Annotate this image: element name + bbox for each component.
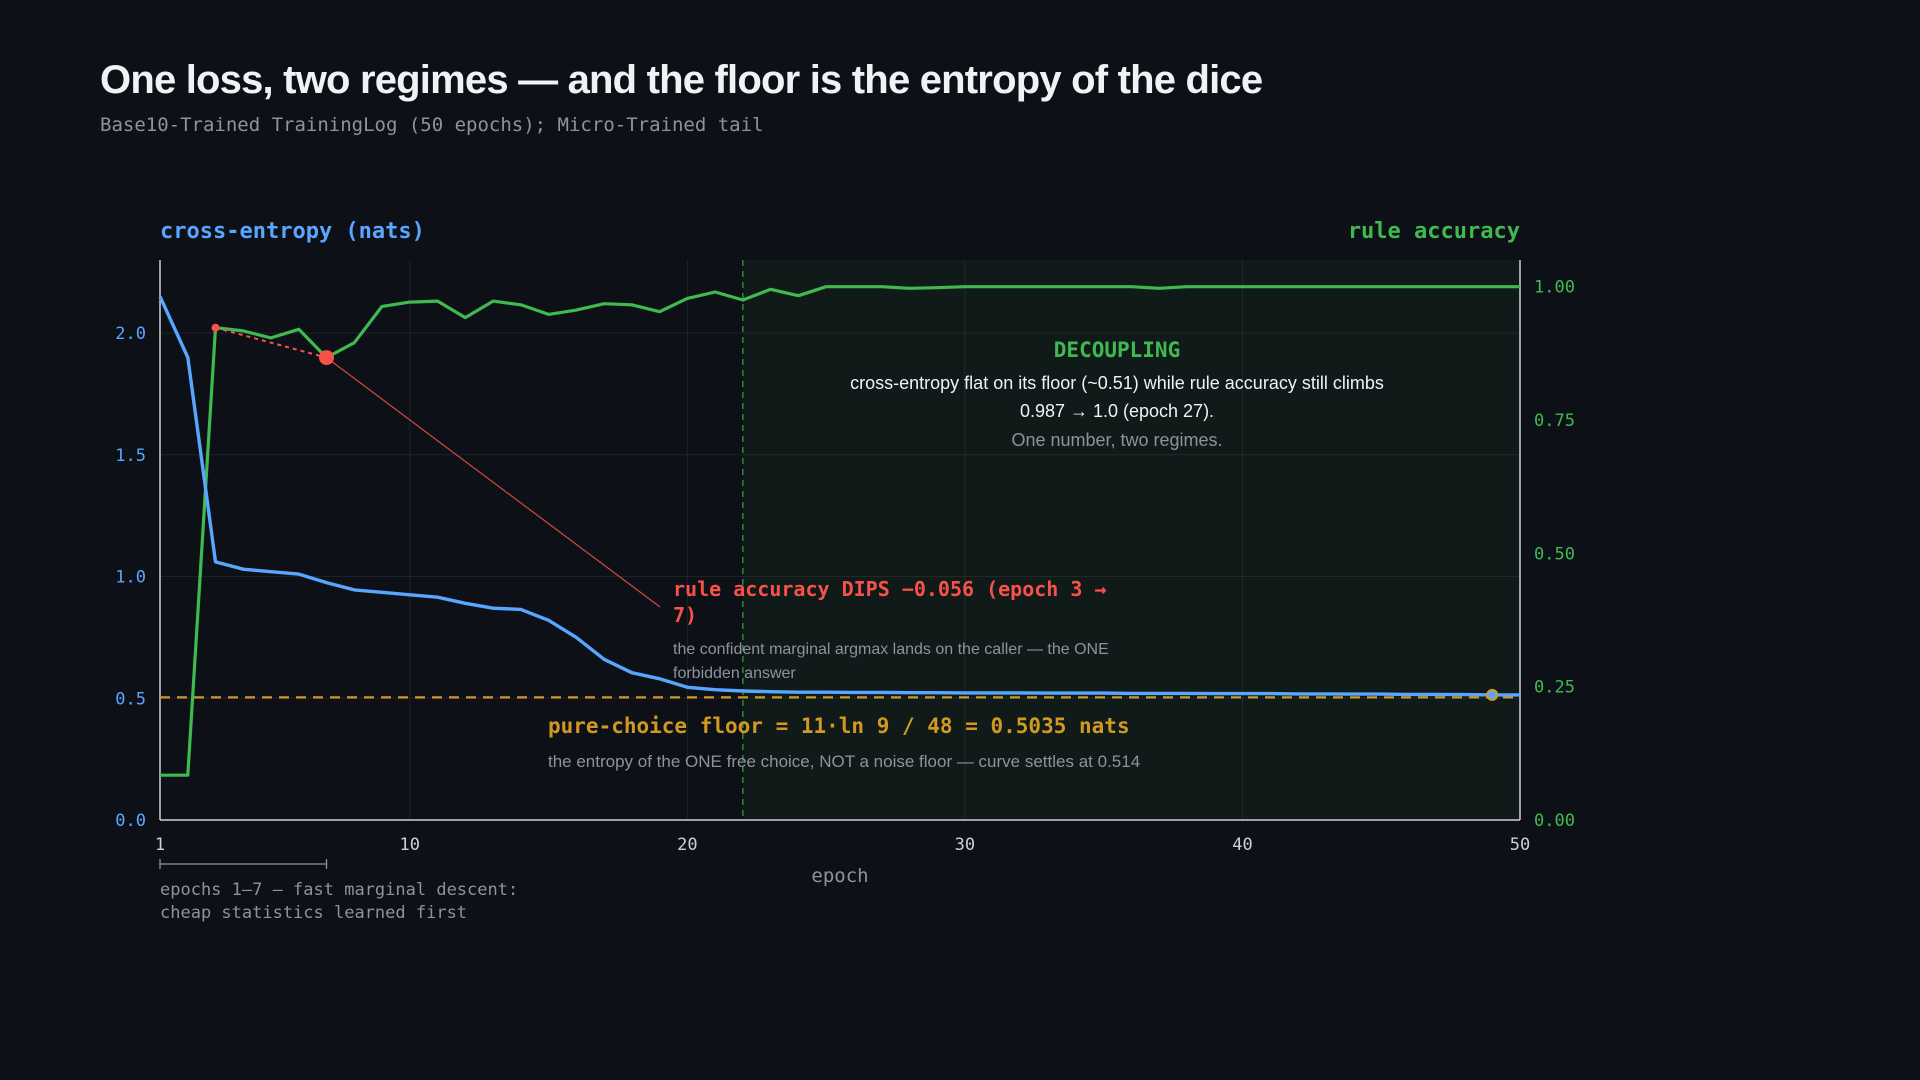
right-tick-label: 0.25 (1534, 678, 1575, 698)
accuracy-series-line (160, 285, 1520, 777)
page-subtitle: Base10-Trained TrainingLog (50 epochs); … (100, 114, 764, 136)
decoupling-region (742, 260, 1520, 820)
x-tick-label: 40 (1232, 835, 1252, 855)
x-tick-label: 20 (677, 835, 697, 855)
right-tick-label: 0.00 (1534, 811, 1575, 831)
left-tick-label: 1.5 (115, 446, 146, 466)
dip-title-2: 7) (673, 603, 697, 627)
x-tick-label: 50 (1510, 835, 1530, 855)
x-tick-label: 30 (955, 835, 975, 855)
dip-note-1: the confident marginal argmax lands on t… (673, 641, 1109, 658)
right-tick-label: 1.00 (1534, 278, 1575, 298)
left-axis-label: cross-entropy (nats) (160, 219, 425, 244)
left-tick-label: 2.0 (115, 324, 146, 344)
left-tick-label: 0.0 (115, 811, 146, 831)
right-tick-label: 0.50 (1534, 544, 1575, 564)
end-marker (1486, 688, 1499, 701)
left-tick-label: 1.0 (115, 568, 146, 588)
early-epochs-bracket (159, 859, 328, 869)
right-axis-label: rule accuracy (1348, 219, 1520, 244)
decoupling-text-3: One number, two regimes. (1011, 430, 1222, 450)
x-tick-label: 1 (155, 835, 165, 855)
dip-start-marker (211, 323, 220, 332)
dip-leader-line (326, 357, 661, 608)
tick-labels: 1 10 20 30 40 50 0.0 0.5 1.0 1.5 2.0 0.00 0.25 0.50 0.… (115, 278, 1575, 855)
x-tick-label: 10 (400, 835, 420, 855)
left-tick-label: 0.5 (115, 689, 146, 709)
dip-note-2: forbidden answer (673, 665, 796, 682)
bracket-text-1: epochs 1–7 — fast marginal descent: (160, 880, 518, 900)
loss-series-line (158, 295, 1520, 697)
right-tick-label: 0.75 (1534, 411, 1575, 431)
dip-connector (215, 326, 327, 359)
page-title: One loss, two regimes — and the floor is… (100, 58, 1263, 102)
bracket-text-2: cheap statistics learned first (160, 903, 467, 923)
decoupling-title: DECOUPLING (1054, 338, 1180, 362)
decoupling-text-1: cross-entropy flat on its floor (~0.51) … (850, 373, 1384, 393)
floor-title: pure-choice floor = 11·ln 9 / 48 = 0.503… (548, 714, 1130, 738)
axes (159, 260, 1521, 821)
dip-title-1: rule accuracy DIPS −0.056 (epoch 3 → (673, 577, 1106, 601)
floor-note: the entropy of the ONE free choice, NOT … (548, 752, 1140, 771)
decoupling-text-2: 0.987 → 1.0 (epoch 27). (1020, 401, 1214, 421)
x-axis-label: epoch (811, 865, 868, 887)
